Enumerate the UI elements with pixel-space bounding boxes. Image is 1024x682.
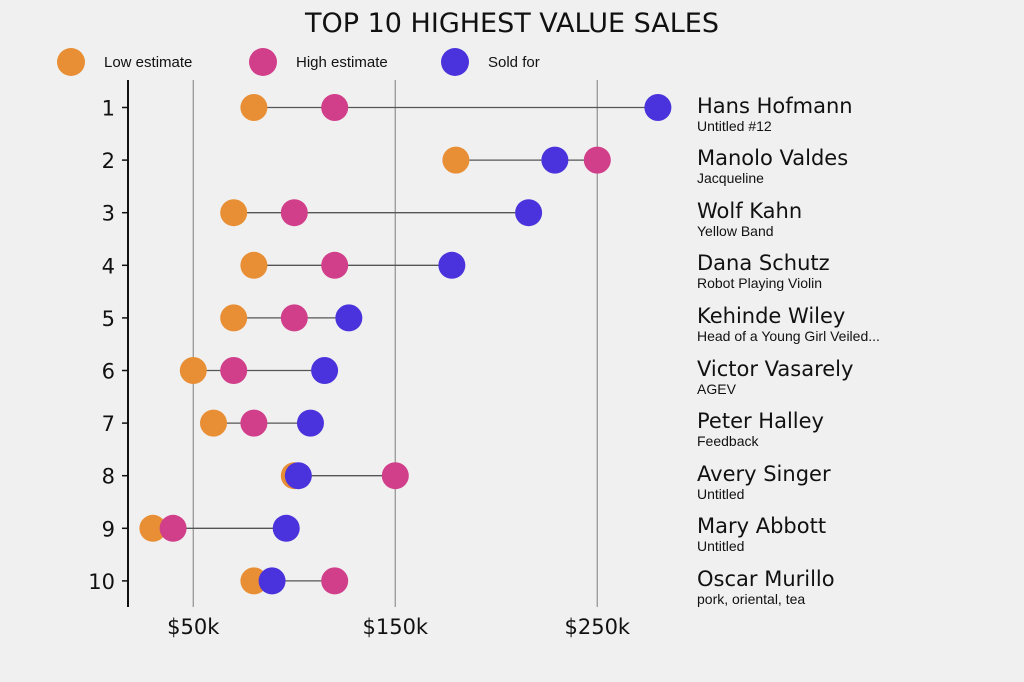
sold-for-point [258,567,286,595]
high-estimate-point [321,94,349,121]
y-tick-label: 6 [102,360,115,384]
low-estimate-point [200,409,227,437]
high-estimate-point [583,146,611,174]
y-tick-label: 7 [102,412,115,436]
legend-item-sold: Sold for [441,48,540,76]
y-tick-label: 5 [102,307,115,331]
x-tick-label: $50k [167,615,220,639]
sold-for-point [284,462,312,490]
legend-swatch-low [57,48,85,76]
artwork-title: Feedback [697,433,759,450]
artist-name: Manolo Valdes [697,146,849,171]
artist-name: Mary Abbott [697,514,827,539]
sold-for-point [272,514,300,542]
high-estimate-point [321,567,349,595]
legend-item-low: Low estimate [57,48,192,76]
high-estimate-point [280,304,308,332]
high-estimate-point [240,409,268,437]
legend-swatch-sold [441,48,469,76]
artist-label: Hans Hofmann Untitled #12 [697,94,853,134]
artist-label: Oscar Murillo pork, oriental, tea [697,567,835,607]
artwork-title: Yellow Band [697,222,774,239]
artwork-title: AGEV [697,380,736,397]
chart-title: TOP 10 HIGHEST VALUE SALES [305,8,719,39]
sold-for-point [644,94,672,121]
sold-for-point [296,409,324,437]
sold-for-point [335,304,363,332]
artwork-title: Untitled [697,485,745,502]
artist-name: Victor Vasarely [697,356,854,381]
y-tick-label: 10 [88,570,115,594]
high-estimate-point [321,251,349,279]
artist-label: Kehinde Wiley Head of a Young Girl Veiled… [697,304,880,344]
artist-label: Wolf Kahn Yellow Band [697,199,802,239]
y-tick-label: 1 [102,97,115,121]
low-estimate-point [220,199,248,227]
high-estimate-point [381,462,409,490]
high-estimate-point [159,514,187,542]
low-estimate-point [240,94,268,121]
artist-name: Dana Schutz [697,251,830,276]
legend-item-high: High estimate [249,48,388,76]
x-tick-label: $250k [564,615,630,639]
artist-name: Peter Halley [697,409,824,434]
artist-label: Peter Halley Feedback [697,409,824,449]
legend-swatch-high [249,48,277,76]
low-estimate-point [179,357,207,384]
y-tick-label: 8 [102,465,115,489]
artist-name: Kehinde Wiley [697,303,846,328]
low-estimate-point [240,251,268,279]
legend-label-low: Low estimate [104,53,193,71]
artist-name: Hans Hofmann [697,93,853,118]
artist-label: Victor Vasarely AGEV [697,357,853,397]
artist-label: Manolo Valdes Jacqueline [697,146,848,186]
artwork-title: pork, oriental, tea [697,590,806,607]
high-estimate-point [280,199,308,227]
artist-label: Avery Singer Untitled [697,462,831,502]
y-tick-label: 4 [102,254,115,278]
sold-for-point [541,146,569,174]
artwork-title: Untitled #12 [697,117,772,134]
y-tick-label: 9 [102,517,115,541]
high-estimate-point [220,357,248,384]
artist-label: Dana Schutz Robot Playing Violin [697,251,830,291]
artwork-title: Untitled [697,538,745,555]
sold-for-point [311,357,339,384]
artwork-title: Jacqueline [697,170,764,187]
artist-name: Oscar Murillo [697,566,835,591]
artist-name: Avery Singer [697,461,831,486]
y-tick-label: 2 [102,149,115,173]
legend-label-sold: Sold for [488,53,540,71]
artist-label: Mary Abbott Untitled [697,514,826,554]
legend-label-high: High estimate [296,53,388,71]
low-estimate-point [220,304,248,332]
artwork-title: Head of a Young Girl Veiled... [697,327,880,344]
low-estimate-point [139,514,167,542]
sold-for-point [515,199,543,227]
artist-name: Wolf Kahn [697,198,803,223]
artwork-title: Robot Playing Violin [697,275,823,292]
sold-for-point [438,251,466,279]
low-estimate-point [442,146,470,174]
y-tick-label: 3 [102,202,115,226]
x-tick-label: $150k [362,615,428,639]
